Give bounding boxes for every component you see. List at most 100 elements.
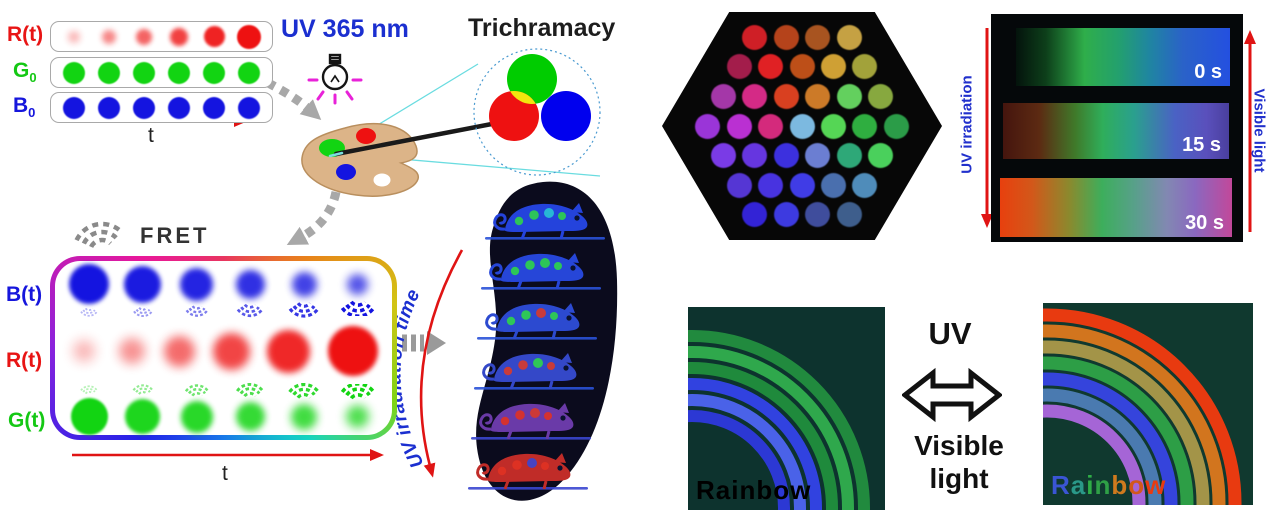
palette-icon [301, 120, 500, 197]
dot-cell [230, 269, 270, 321]
rainbow-band [688, 378, 822, 510]
rainbow-band [1043, 340, 1210, 505]
rainbow-band [1043, 308, 1242, 505]
rainbow-band [688, 410, 790, 510]
input-time-axis-label: t [148, 124, 154, 147]
dot-cell [230, 380, 270, 431]
dot [237, 24, 261, 49]
dot-cell [129, 28, 159, 45]
hexagon-dot [711, 143, 736, 169]
paint-brush-tip [328, 151, 344, 158]
hexagon-dot [742, 83, 768, 109]
rainbow-visible-bands [1043, 308, 1242, 505]
emission-fan-icon [80, 307, 98, 317]
chameleon-blob [468, 181, 618, 501]
dot [133, 96, 155, 119]
rainbow-letter: n [1094, 470, 1112, 500]
visible-light-label-line1: Visible [914, 430, 1004, 461]
hexagon-dot [852, 113, 878, 139]
rainbow-band [688, 394, 806, 510]
dot-cell [212, 332, 250, 370]
dot-cell [69, 264, 109, 326]
dot [235, 269, 265, 299]
dot-cell [117, 338, 147, 364]
emission-fan-icon [236, 382, 265, 398]
hexagon-dot [868, 143, 893, 169]
dot-cell [94, 96, 124, 119]
dot [327, 326, 378, 376]
rainbow-band [1043, 356, 1194, 505]
row-label-R: R(t) [7, 23, 44, 46]
strips-panel: 0 s 15 s 30 s [991, 14, 1243, 242]
dot [125, 399, 161, 434]
palette-paint-red [356, 128, 376, 144]
row-label-G0: G0 [13, 59, 37, 85]
hexagon-dot [836, 202, 862, 228]
dot-cell [164, 61, 194, 84]
dot-cell [123, 265, 163, 325]
emission-fan-icon [132, 306, 153, 317]
hexagon-dot [758, 54, 784, 80]
venn-red [489, 91, 539, 141]
hexagon-dot [695, 113, 721, 139]
fret-row-label-R: R(t) [6, 349, 43, 372]
strip-15s-label: 15 s [1182, 134, 1221, 156]
dot-cell [284, 271, 324, 319]
fret-row-label-B: B(t) [6, 283, 43, 306]
dot-cell [129, 61, 159, 84]
dot [136, 28, 152, 45]
dot [212, 332, 250, 370]
rainbow-band [688, 330, 870, 510]
rainbow-band [688, 362, 838, 510]
input-row-green [50, 57, 273, 88]
fret-box [50, 256, 397, 440]
fret-row-red [65, 326, 382, 376]
rainbow-uv-word: Rainbow [696, 475, 812, 505]
hexagon-dot [773, 202, 799, 228]
hexagon-dot [773, 83, 799, 109]
chameleon [468, 453, 588, 490]
visible-light-label-line2: light [929, 463, 989, 494]
chameleon [477, 303, 597, 340]
hexagon-dot [742, 24, 768, 50]
dot-cell [59, 30, 89, 43]
strip-15s: 15 s [1003, 103, 1229, 159]
dot [133, 61, 155, 84]
dot-cell [129, 96, 159, 119]
dot [168, 61, 190, 84]
fret-time-axis-label: t [222, 462, 228, 485]
dot [180, 267, 214, 301]
hexagon-panel [662, 12, 942, 240]
hexagon-dot [789, 113, 815, 139]
dot-cell [177, 267, 217, 323]
paint-brush [333, 120, 500, 157]
dot [63, 96, 85, 119]
trichromacy-venn [473, 48, 601, 176]
palette-hole [373, 173, 391, 187]
dot-cell [234, 24, 264, 49]
dot [238, 61, 260, 84]
rainbow-letter: R [1051, 470, 1071, 500]
hexagon-dot [773, 143, 799, 169]
dot [347, 273, 369, 295]
rainbow-band [1043, 372, 1178, 505]
chameleon [471, 403, 591, 440]
dot [69, 264, 109, 304]
uv-irradiation-label: UV irradiation [958, 75, 976, 174]
dot [203, 26, 225, 47]
rainbow-visible-image: Rainbow [1043, 303, 1253, 505]
strip-0s: 0 s [1016, 28, 1230, 86]
dot-cell [59, 96, 89, 119]
dashed-arrow-to-chameleon-head [427, 331, 446, 355]
dot-cell [199, 26, 229, 47]
dot [73, 340, 95, 362]
hexagon-dot [773, 24, 799, 50]
dot [238, 96, 260, 119]
dot-cell [164, 96, 194, 119]
hexagon-dot [805, 24, 831, 50]
hexagon-dot [711, 83, 736, 109]
dashed-arrow-to-fret [286, 190, 341, 246]
rainbow-uv-bands [688, 330, 870, 510]
hexagon-dot [726, 113, 752, 139]
dot-cell [94, 29, 124, 44]
